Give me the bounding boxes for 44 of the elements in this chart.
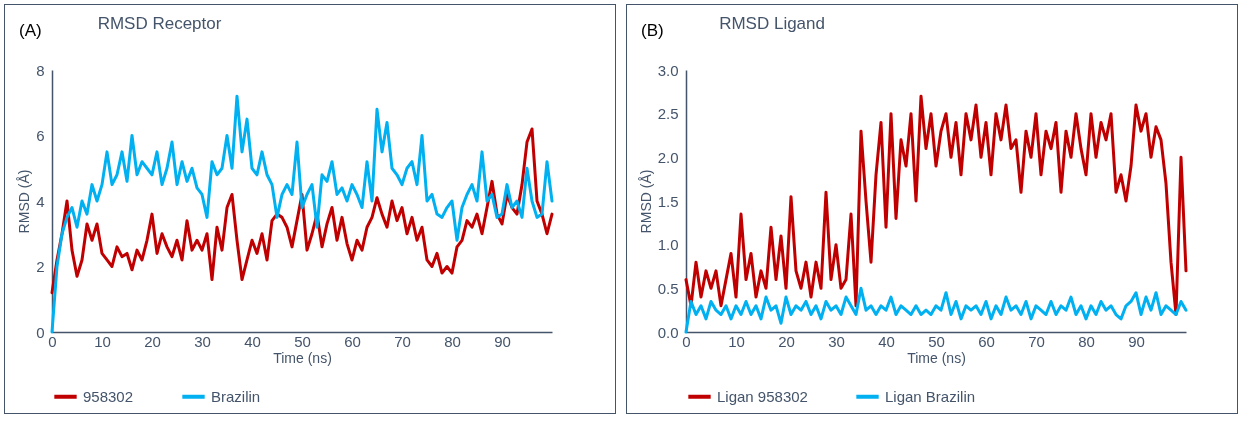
x-tick-label: 0	[682, 332, 691, 350]
y-axis-title: RMSD (Å)	[16, 169, 33, 234]
x-tick-label: 60	[344, 332, 361, 350]
chart-title: RMSD Receptor	[97, 14, 222, 33]
x-axis-title: Time (ns)	[273, 349, 332, 366]
y-tick-label: 0.5	[657, 279, 679, 297]
x-tick-label: 90	[1128, 332, 1145, 350]
y-tick-label: 4	[36, 192, 45, 210]
x-tick-label: 40	[878, 332, 895, 350]
x-tick-label: 80	[444, 332, 461, 350]
text: (B)	[641, 21, 664, 41]
y-axis-title: RMSD (Å)	[637, 169, 654, 234]
x-tick-label: 40	[244, 332, 261, 350]
y-tick-label: 0.0	[657, 323, 679, 341]
legend-label: 958302	[83, 387, 134, 405]
x-tick-label: 30	[828, 332, 845, 350]
y-tick-label: 8	[36, 61, 45, 79]
x-tick-label: 20	[778, 332, 795, 350]
y-tick-label: 1.5	[657, 192, 679, 210]
y-tick-label: 2.5	[657, 105, 679, 123]
x-tick-label: 20	[144, 332, 161, 350]
line-series	[50, 127, 554, 295]
legend-label: Ligan 958302	[717, 387, 808, 405]
legend-label: Brazilin	[211, 387, 261, 405]
x-tick-label: 0	[48, 332, 57, 350]
x-tick-label: 10	[728, 332, 745, 350]
y-tick-label: 3.0	[657, 61, 679, 79]
chart-title: RMSD Ligand	[719, 14, 825, 33]
y-tick-label: 6	[36, 127, 45, 144]
x-tick-label: 70	[1028, 332, 1045, 350]
legend-label: Ligan Brazilin	[885, 387, 976, 405]
text: (A)	[19, 21, 42, 41]
x-tick-label: 80	[1078, 332, 1095, 350]
x-axis-title: Time (ns)	[907, 349, 966, 366]
y-tick-label: 2	[36, 258, 45, 275]
x-tick-label: 50	[928, 332, 945, 350]
x-tick-label: 10	[94, 332, 111, 350]
y-tick-label: 1.0	[657, 236, 679, 254]
x-tick-label: 30	[194, 332, 211, 350]
y-tick-label: 2.0	[657, 148, 679, 166]
x-tick-label: 90	[494, 332, 511, 350]
x-tick-label: 70	[394, 332, 411, 350]
x-tick-label: 60	[978, 332, 995, 350]
x-tick-label: 50	[294, 332, 311, 350]
